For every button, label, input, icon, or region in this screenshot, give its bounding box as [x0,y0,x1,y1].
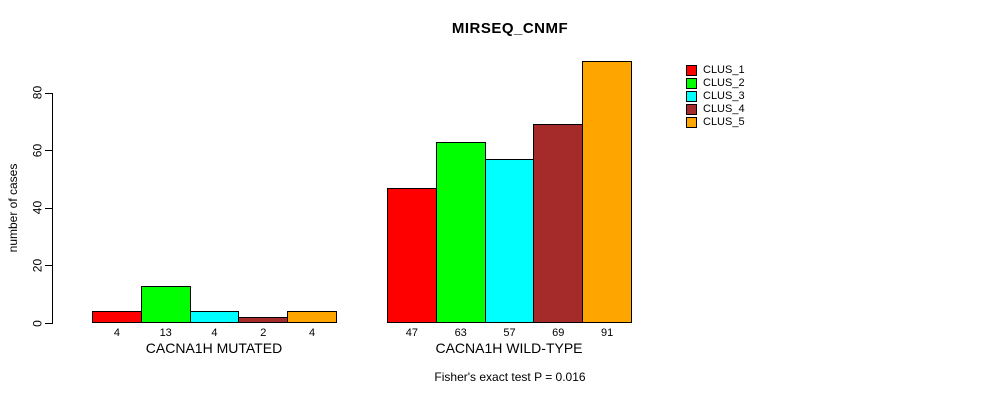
bar-clus_3-wild-type [484,158,535,323]
bar-clus_5-wild-type [582,60,632,323]
fisher-test-annotation: Fisher's exact test P = 0.016 [434,370,586,384]
y-axis-tick [45,92,52,94]
bar-value-label: 13 [159,327,172,339]
bar-clus_2-mutated [140,285,191,323]
legend-label: CLUS_1 [703,64,745,76]
legend-swatch-clus_2 [686,78,697,89]
legend-label: CLUS_2 [703,77,745,89]
y-axis-tick [45,323,52,324]
bar-value-label: 69 [552,327,565,339]
y-tick-label: 20 [30,258,45,273]
bar-clus_5-mutated [287,311,337,323]
bar-value-label: 91 [600,327,614,339]
bar-value-label: 47 [405,327,419,339]
y-axis-line [52,92,53,324]
chart-title: MIRSEQ_CNMF [451,20,569,37]
bar-value-label: 4 [211,327,218,339]
legend-label: CLUS_3 [703,90,745,102]
y-axis-tick [45,265,52,267]
legend-item-clus_5: CLUS_5 [686,116,745,129]
y-tick-label: 40 [30,201,45,215]
bar-value-label: 4 [113,327,120,339]
legend-item-clus_3: CLUS_3 [686,90,745,103]
bar-value-label: 2 [260,327,267,339]
y-tick-label: 60 [30,143,45,157]
y-tick-label: 80 [30,85,45,100]
legend-item-clus_1: CLUS_1 [686,64,745,77]
y-tick-label: 0 [30,319,45,327]
legend: CLUS_1 CLUS_2 CLUS_3 CLUS_4 CLUS_5 [686,64,745,129]
group-label-mutated: CACNA1H MUTATED [145,340,283,356]
y-axis-title: number of cases [6,163,20,253]
bar-clus_2-wild-type [435,141,486,323]
bar-clus_3-mutated [189,311,240,323]
legend-swatch-clus_5 [686,117,697,128]
legend-item-clus_2: CLUS_2 [686,77,745,90]
bar-clus_1-mutated [92,311,142,323]
legend-item-clus_4: CLUS_4 [686,103,745,116]
bar-clus_4-mutated [238,317,289,323]
group-label-wild-type: CACNA1H WILD-TYPE [435,340,583,356]
bar-value-label: 4 [309,327,316,339]
legend-swatch-clus_4 [686,104,697,115]
bar-clus_1-wild-type [387,187,437,323]
legend-swatch-clus_1 [686,65,697,76]
legend-label: CLUS_5 [703,116,745,128]
legend-swatch-clus_3 [686,91,697,102]
y-axis-tick [45,207,52,209]
bar-value-label: 57 [503,327,516,339]
bar-clus_4-wild-type [533,124,584,323]
y-axis-tick [45,150,52,152]
legend-label: CLUS_4 [703,103,745,115]
bar-value-label: 63 [454,327,467,339]
